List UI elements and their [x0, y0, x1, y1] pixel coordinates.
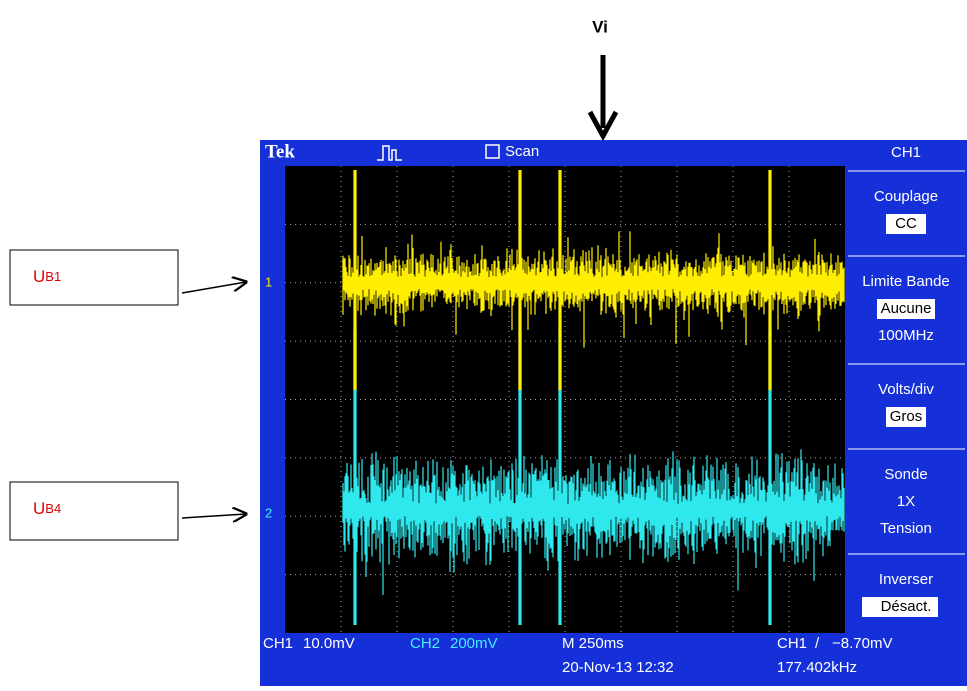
footer-ch2-scale: 200mV — [450, 635, 498, 652]
marker-1: 1 — [265, 274, 272, 289]
ub4-label: UB4 — [33, 499, 61, 518]
footer-ch1: CH1 — [263, 635, 293, 652]
ub1-label: UB1 — [33, 267, 61, 286]
menu-title: CH1 — [891, 144, 921, 161]
date: 20-Nov-13 12:32 — [562, 659, 674, 676]
menu-value: CC — [895, 215, 917, 232]
timebase: M 250ms — [562, 635, 624, 652]
vi-label: Vi — [592, 17, 608, 36]
menu-value: Gros — [890, 408, 923, 425]
footer-ch1-scale: 10.0mV — [303, 635, 355, 652]
menu-value: 1X — [897, 493, 915, 510]
menu-label: Limite Bande — [862, 273, 950, 290]
brand: Tek — [265, 141, 295, 162]
ub4-arrow — [182, 514, 246, 518]
menu-value: 100MHz — [878, 327, 934, 344]
menu-value: Aucune — [881, 300, 932, 317]
subscript: B4 — [45, 501, 61, 516]
letter: U — [33, 499, 45, 518]
marker-2: 2 — [265, 505, 272, 520]
menu-label: Inverser — [879, 571, 933, 588]
menu-label: Sonde — [884, 466, 927, 483]
menu-label: Couplage — [874, 188, 938, 205]
footer-ch2: CH2 — [410, 635, 440, 652]
ub1-arrow — [182, 282, 246, 293]
subscript: B1 — [45, 269, 61, 284]
trigger-level: −8.70mV — [832, 635, 892, 652]
trigger-channel: CH1 — [777, 635, 807, 652]
mode: Scan — [505, 143, 539, 160]
menu-value: Tension — [880, 520, 932, 537]
letter: U — [33, 267, 45, 286]
page: Vi UB1 UB4 Tek Scan 1 2 CH1 CouplageCCLi… — [0, 0, 967, 686]
menu-value: Désact. — [881, 598, 932, 615]
menu-label: Volts/div — [878, 381, 934, 398]
frequency: 177.402kHz — [777, 659, 857, 676]
